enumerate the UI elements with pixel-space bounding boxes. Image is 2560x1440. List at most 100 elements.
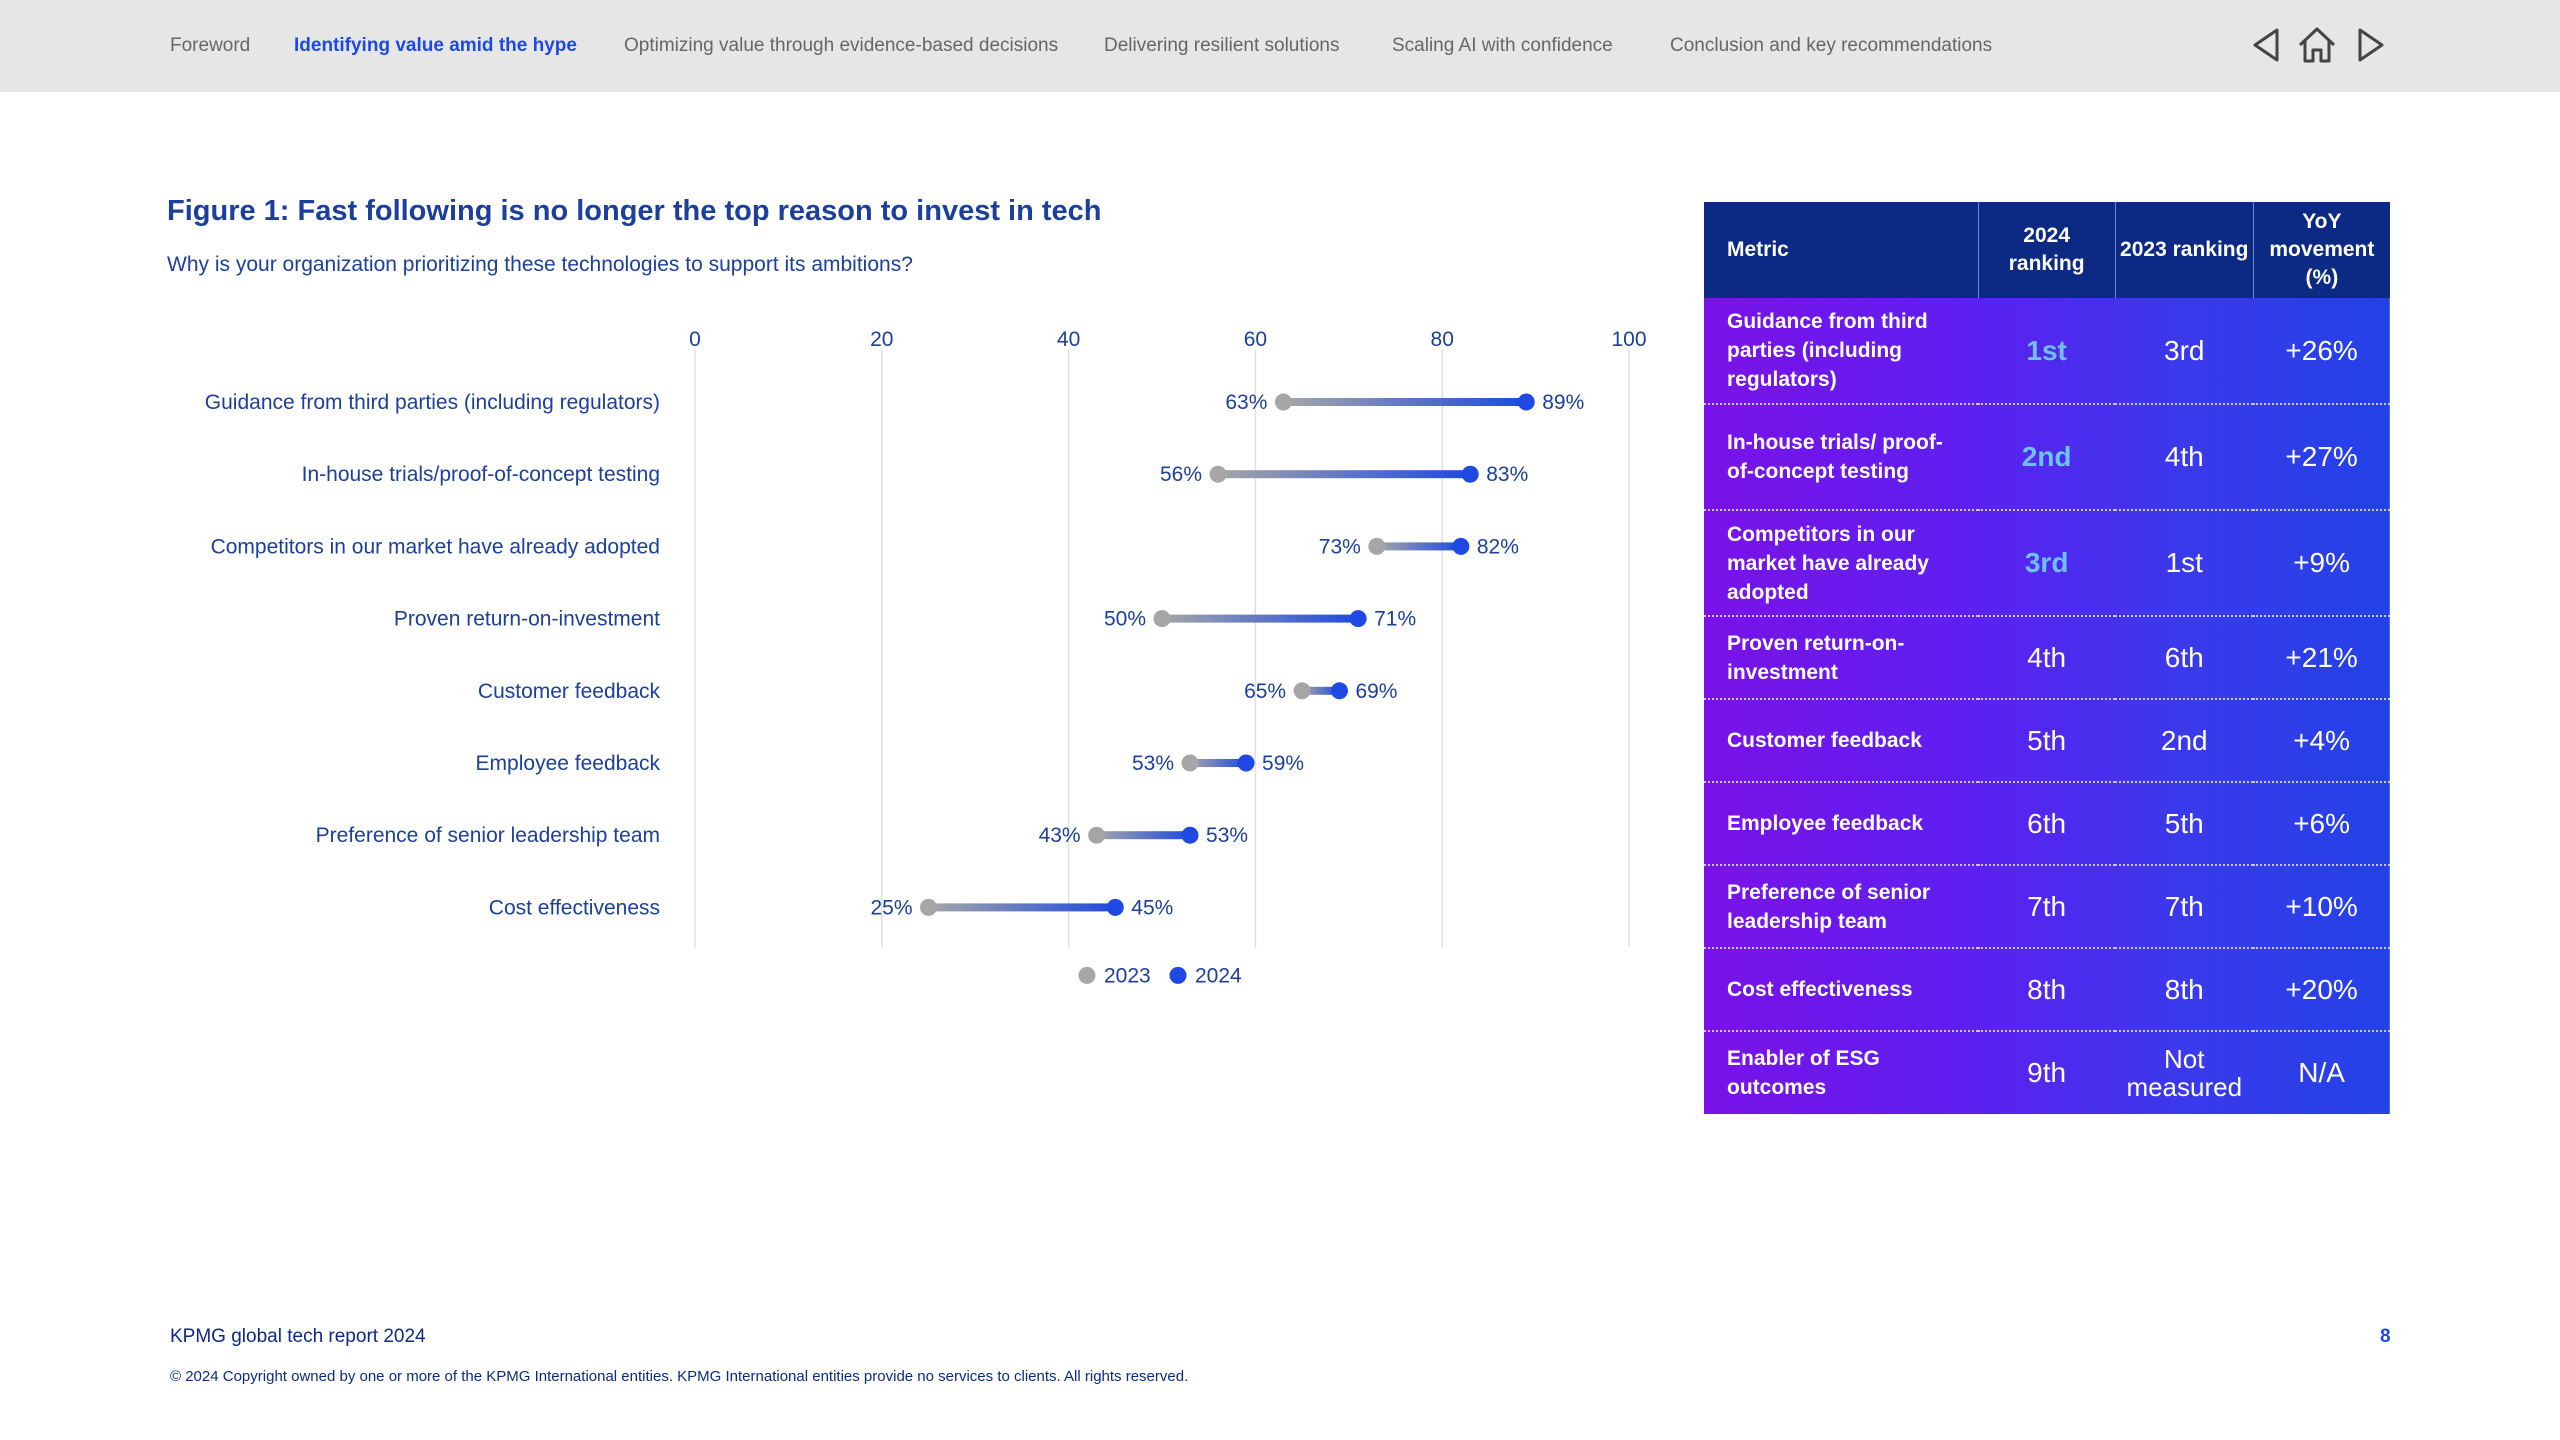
rank-2024-cell: 6th (1978, 782, 2116, 866)
rank-2023-cell: 2nd (2115, 699, 2254, 783)
dot-2023 (920, 898, 937, 916)
label-2024: 53% (1206, 824, 1248, 847)
header-metric: Metric (1704, 202, 1979, 298)
dot-2023 (1293, 682, 1311, 700)
label-2023: 63% (1225, 391, 1267, 414)
rank-2024-cell: 9th (2027, 1057, 2067, 1088)
nav-item-optimizing-value[interactable]: Optimizing value through evidence-based … (624, 35, 1059, 56)
category-label: Proven return-on-investment (394, 608, 660, 631)
nav-item-conclusion[interactable]: Conclusion and key recommendations (1670, 35, 1993, 56)
header-2023-ranking: 2023 ranking (2115, 202, 2254, 298)
metric-cell: Guidance from third parties (including r… (1704, 298, 1979, 405)
yoy-cell: +10% (2253, 865, 2390, 949)
nav-item-foreword[interactable]: Foreword (170, 35, 251, 56)
yoy-cell: +21% (2253, 616, 2390, 700)
legend-label-2024: 2024 (1195, 964, 1242, 987)
label-2023: 43% (1039, 824, 1081, 847)
x-tick-label: 20 (870, 328, 893, 351)
yoy-cell: +9% (2253, 510, 2390, 617)
yoy-cell: +4% (2253, 699, 2390, 783)
rank-2024-cell: 7th (1978, 865, 2116, 949)
dot-2023 (1274, 393, 1292, 411)
triangle-right-icon[interactable] (2348, 22, 2394, 68)
rank-2023-cell: 6th (2115, 616, 2254, 700)
rank-2023-cell: 5th (2115, 782, 2254, 866)
dot-2024 (1452, 537, 1470, 555)
copyright-notice: © 2024 Copyright owned by one or more of… (170, 1368, 1189, 1385)
label-2024: 45% (1131, 896, 1173, 919)
dumbbell-bar (928, 903, 1116, 912)
nav-item-scaling-ai[interactable]: Scaling AI with confidence (1392, 35, 1613, 56)
table-row: Employee feedback 6th 5th +6% (1704, 782, 2390, 866)
metric-cell: In-house trials/ proof-of-concept testin… (1704, 404, 1979, 511)
rank-2024-cell: 2nd (1978, 404, 2116, 511)
rank-2024-cell: 1st (1978, 298, 2116, 405)
rank-2024-cell: 8th (1978, 948, 2116, 1032)
figure-subtitle: Why is your organization prioritizing th… (167, 253, 913, 276)
dot-2023 (1181, 754, 1199, 772)
label-2023: 73% (1319, 535, 1361, 558)
label-2023: 53% (1132, 752, 1174, 775)
label-2024: 83% (1486, 463, 1528, 486)
dot-2024 (1517, 393, 1535, 411)
yoy-cell: +27% (2253, 404, 2390, 511)
category-label: Cost effectiveness (489, 896, 660, 919)
x-tick-label: 80 (1431, 328, 1454, 351)
rank-2024-cell: 3rd (1978, 510, 2116, 617)
metric-cell: Proven return-on-investment (1704, 616, 1979, 700)
dumbbell-chart: 0 20 40 60 80 100 Guidance from third parties … (205, 328, 1647, 987)
table-row: Guidance from third parties (including r… (1704, 298, 2390, 405)
rank-2023-cell: 3rd (2115, 298, 2254, 405)
x-tick-label: 100 (1611, 328, 1646, 351)
category-label: Employee feedback (476, 752, 661, 775)
ranking-table-body: Guidance from third parties (including r… (1704, 298, 2390, 1114)
triangle-left-icon[interactable] (2243, 22, 2289, 68)
category-label: In-house trials/proof-of-concept testing (302, 463, 660, 486)
x-tick-label: 0 (689, 328, 701, 351)
yoy-cell: N/A (2298, 1057, 2345, 1088)
table-row: Proven return-on-investment 4th 6th +21% (1704, 616, 2390, 700)
legend-label-2023: 2023 (1104, 964, 1151, 987)
category-label: Competitors in our market have already a… (211, 535, 660, 558)
header-yoy-movement: YoY movement (%) (2253, 202, 2390, 298)
yoy-cell: +20% (2253, 948, 2390, 1032)
dot-2024 (1349, 610, 1367, 628)
table-row: Enabler of ESG outcomes 9th Not measured N/… (1704, 1031, 2390, 1114)
category-label: Preference of senior leadership team (316, 824, 660, 847)
dumbbell-bar (1283, 398, 1527, 406)
rank-2023-cell: 1st (2115, 510, 2254, 617)
dot-2024 (1181, 826, 1199, 844)
label-2024: 89% (1542, 391, 1584, 414)
x-tick-label: 40 (1057, 328, 1080, 351)
figure-title: Figure 1: Fast following is no longer th… (167, 195, 1102, 227)
header-2024-ranking: 2024 ranking (1978, 202, 2116, 298)
metric-cell: Preference of senior leadership team (1704, 865, 1979, 949)
yoy-cell: +6% (2253, 782, 2390, 866)
dot-2024 (1237, 754, 1255, 772)
rank-2023-cell: Not measured (2126, 1044, 2243, 1102)
x-tick-label: 60 (1244, 328, 1267, 351)
metric-cell: Enabler of ESG outcomes (1727, 1047, 1880, 1099)
dumbbell-bar (1162, 614, 1359, 623)
rank-2024-cell: 4th (1978, 616, 2116, 700)
label-2024: 69% (1355, 680, 1397, 703)
legend-marker-2024 (1169, 966, 1187, 984)
rank-2023-cell: 8th (2115, 948, 2254, 1032)
dot-2024 (1330, 682, 1348, 700)
top-navigation-bar: Foreword Identifying value amid the hype… (0, 0, 2560, 92)
table-row: In-house trials/ proof-of-concept testin… (1704, 404, 2390, 511)
nav-item-identifying-value[interactable]: Identifying value amid the hype (294, 35, 577, 56)
metric-cell: Cost effectiveness (1704, 948, 1979, 1032)
yoy-cell: +26% (2253, 298, 2390, 405)
metric-cell: Customer feedback (1704, 699, 1979, 783)
nav-item-delivering-resilient[interactable]: Delivering resilient solutions (1104, 35, 1340, 56)
dumbbell-bar (1190, 759, 1247, 767)
label-2024: 82% (1477, 535, 1519, 558)
label-2023: 65% (1244, 680, 1286, 703)
category-label: Customer feedback (478, 680, 661, 703)
home-icon[interactable] (2294, 22, 2340, 68)
ranking-table: Metric 2024 ranking 2023 ranking YoY mov… (1704, 202, 2390, 1114)
metric-cell: Employee feedback (1704, 782, 1979, 866)
page-number: 8 (2380, 1326, 2391, 1347)
category-label: Guidance from third parties (including r… (205, 391, 660, 414)
